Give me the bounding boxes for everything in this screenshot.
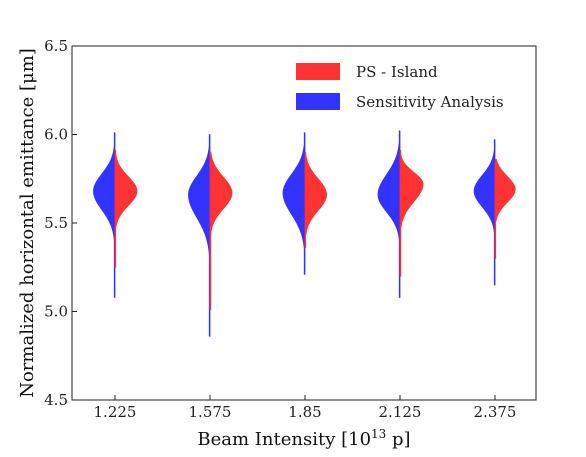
violin-sensitivity-analysis-2 <box>282 132 306 275</box>
legend-swatch-ps-island <box>296 63 340 80</box>
legend-label-ps-island: PS - Island <box>356 63 438 81</box>
legend: PS - Island Sensitivity Analysis <box>296 63 504 111</box>
y-axis: 4.5 5.0 5.5 6.0 6.5 <box>44 37 77 409</box>
y-tick-label: 6.0 <box>44 126 68 144</box>
x-tick-label: 2.375 <box>474 403 517 421</box>
violin-sensitivity-analysis-1 <box>188 134 211 337</box>
x-tick-label: 1.225 <box>94 403 137 421</box>
violin-sensitivity-analysis-0 <box>93 132 116 298</box>
violin-ps-island-2 <box>304 151 327 249</box>
violin-group <box>93 130 516 337</box>
x-tick-label: 1.575 <box>189 403 232 421</box>
legend-label-sensitivity-analysis: Sensitivity Analysis <box>356 93 504 111</box>
violin-sensitivity-analysis-4 <box>473 139 496 286</box>
violin-ps-island-0 <box>114 150 138 268</box>
x-tick-label: 1.85 <box>288 403 321 421</box>
violin-ps-island-4 <box>494 158 516 259</box>
violin-ps-island-1 <box>209 151 233 311</box>
x-axis-label-exponent: 13 <box>371 427 386 441</box>
legend-swatch-sensitivity-analysis <box>296 93 340 110</box>
violin-ps-island-3 <box>399 150 424 277</box>
x-tick-label: 2.125 <box>379 403 422 421</box>
y-tick-label: 6.5 <box>44 37 68 55</box>
x-axis: 1.225 1.575 1.85 2.125 2.375 <box>94 395 517 421</box>
x-axis-label: Beam Intensity [1013 p] <box>197 427 410 450</box>
y-axis-label: Normalized horizontal emittance [μm] <box>17 48 38 398</box>
y-tick-label: 5.0 <box>44 303 68 321</box>
violin-sensitivity-analysis-3 <box>377 130 401 298</box>
y-tick-label: 5.5 <box>44 214 68 232</box>
y-tick-label: 4.5 <box>44 391 68 409</box>
